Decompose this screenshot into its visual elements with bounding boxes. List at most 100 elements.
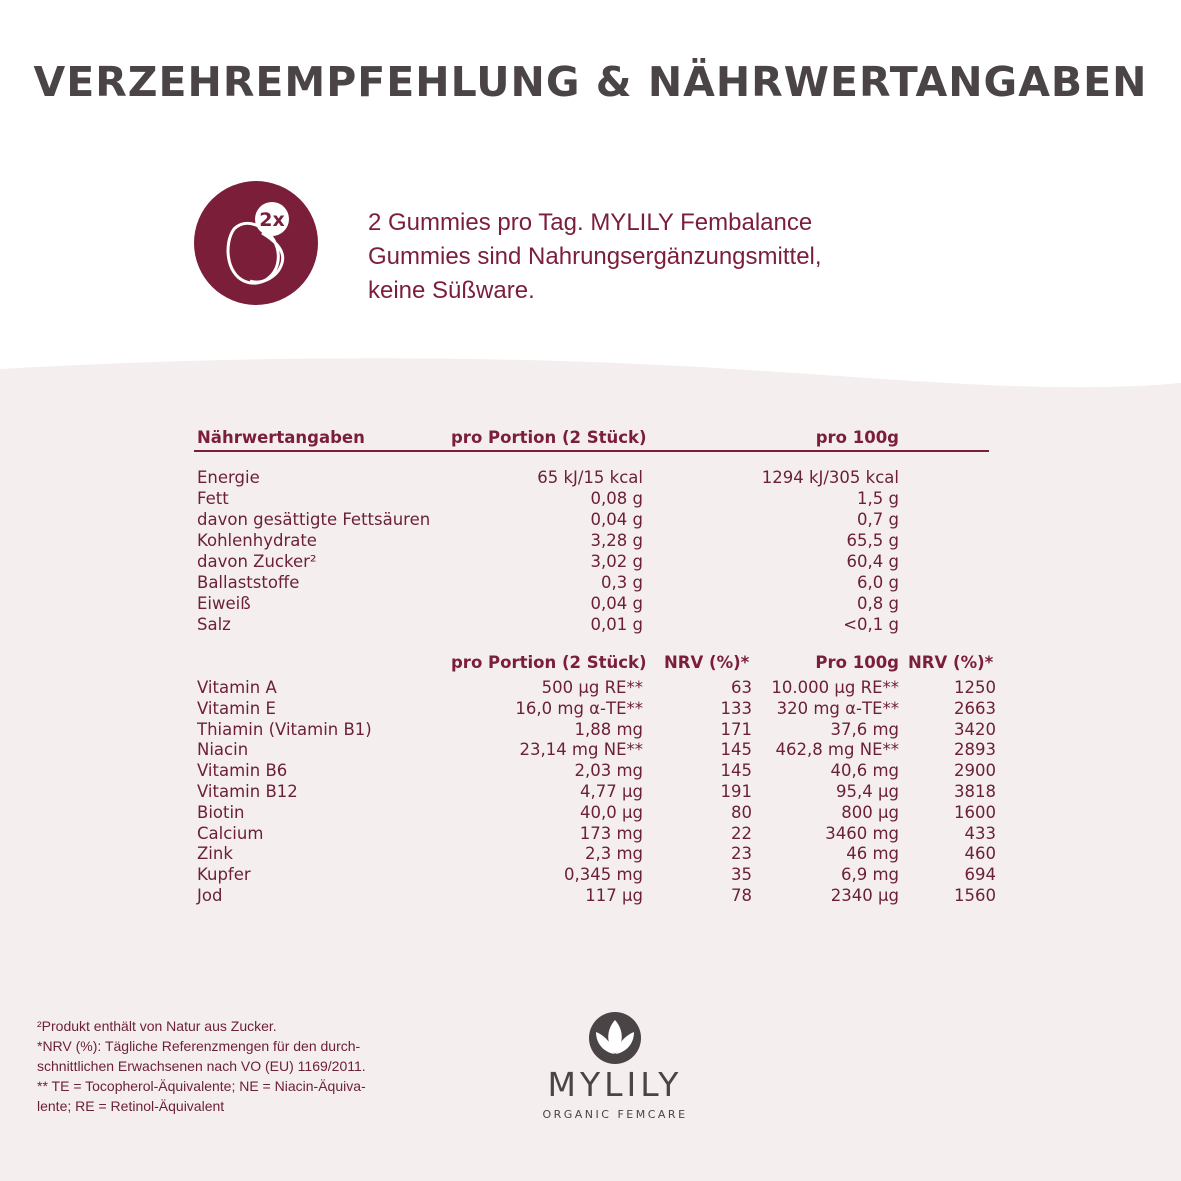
per100-value: 3460 mg [825,823,899,843]
nrv-value: 2900 [954,761,996,781]
nutrient-name: Ballaststoffe [197,573,300,592]
nrv-value: 78 [731,886,752,905]
vitamin-name: Vitamin B6 [197,761,288,781]
per100-value: 462,8 mg NE** [775,740,899,760]
nrv-value: 80 [731,802,752,822]
vitamin-name: Biotin [197,802,245,822]
portion-value: 16,0 mg α-TE** [515,698,643,718]
portion-value: 1,88 mg [574,719,643,739]
header-per100: pro 100g [815,428,899,447]
header-divider [194,450,989,452]
nrv-value: 2663 [954,698,996,718]
nrv-value: 63 [731,678,752,697]
badge-label: 2x [259,209,284,231]
portion-value: 65 kJ/15 kcal [537,468,643,487]
nutrient-name: Kohlenhydrate [197,531,317,550]
footnote: ²Produkt enthält von Natur aus Zucker. [37,1018,277,1034]
footnote: *NRV (%): Tägliche Referenzmengen für de… [37,1038,361,1054]
portion-value: 0,08 g [590,489,643,508]
nutrition-table: Nährwertangaben pro Portion (2 Stück) pr… [197,427,997,907]
nutrient-name: Eiweiß [197,594,251,613]
portion-value: 0,3 g [601,573,643,592]
nrv-value: 2893 [954,740,996,760]
portion-value: 500 µg RE** [541,678,643,697]
nrv-value: 145 [720,740,753,760]
portion-value: 173 mg [579,823,643,843]
footnotes: ²Produkt enthält von Natur aus Zucker. *… [37,1016,457,1116]
logo-tagline: ORGANIC FEMCARE [542,1108,688,1121]
header-portion: pro Portion (2 Stück) [451,653,647,672]
footnote: schnittlichen Erwachsenen nach VO (EU) 1… [37,1058,366,1074]
nrv-value: 433 [964,823,997,843]
nrv-value: 23 [731,844,752,864]
header-name: Nährwertangaben [197,428,365,447]
portion-value: 4,77 µg [580,782,643,801]
header-nrv: NRV (%)* [664,653,750,672]
nrv-value: 694 [964,865,997,885]
vitamin-name: Vitamin E [197,698,276,718]
gummy-icon: 2x [226,202,289,285]
nutrient-name: davon Zucker² [197,552,317,571]
per100-value: <0,1 g [843,615,899,634]
portion-value: 0,345 mg [563,865,643,885]
vitamin-name: Calcium [197,823,264,843]
nrv-value: 1560 [954,886,996,905]
dosage-recommendation: 2 Gummies pro Tag. MYLILY Fembalance Gum… [368,206,988,308]
per100-value: 6,0 g [857,573,899,592]
portion-value: 40,0 µg [580,802,643,822]
vitamin-name: Zink [197,844,233,864]
vitamin-name: Kupfer [197,865,251,885]
logo-wordmark: MYLILY [547,1065,683,1104]
per100-value: 95,4 µg [836,782,899,801]
nrv-value: 35 [731,865,752,885]
portion-value: 2,3 mg [584,844,643,864]
portion-value: 3,28 g [590,531,643,550]
intro-line: keine Süßware. [368,277,535,304]
page-title: VERZEHREMPFEHLUNG & NÄHRWERTANGABEN [33,58,1148,106]
nutrient-name: davon gesättigte Fettsäuren [197,510,431,529]
brand-logo: MYLILY ORGANIC FEMCARE [530,1010,700,1130]
per100-value: 0,7 g [857,510,899,529]
nrv-value: 460 [964,844,997,864]
background-panel [0,358,1181,1181]
vitamin-name: Vitamin A [197,678,277,697]
nrv-value: 1600 [954,802,996,822]
portion-value: 117 µg [585,886,643,905]
vitamin-name: Niacin [197,740,249,760]
per100-value: 1294 kJ/305 kcal [761,468,899,487]
per100-value: 37,6 mg [830,719,899,739]
nrv-value: 191 [720,782,753,801]
nrv-value: 133 [720,698,753,718]
nrv-value: 22 [731,823,752,843]
portion-value: 2,03 mg [574,761,643,781]
per100-value: 6,9 mg [840,865,899,885]
per100-value: 40,6 mg [830,761,899,781]
portion-value: 0,04 g [590,594,643,613]
portion-value: 3,02 g [590,552,643,571]
lily-leaf-icon [589,1012,641,1064]
portion-value: 0,04 g [590,510,643,529]
nrv-value: 145 [720,761,753,781]
per100-value: 65,5 g [846,531,899,550]
vitamin-name: Thiamin (Vitamin B1) [197,719,372,739]
nutrient-name: Fett [197,489,229,508]
nutrient-name: Energie [197,468,260,487]
nutrient-name: Salz [197,615,231,634]
nrv-value: 1250 [954,678,996,697]
header-per100: Pro 100g [815,653,899,672]
footnote: lente; RE = Retinol-Äquivalent [37,1098,225,1114]
per100-value: 10.000 µg RE** [771,678,899,697]
per100-value: 0,8 g [857,594,899,613]
per100-value: 46 mg [846,844,899,864]
portion-value: 0,01 g [590,615,643,634]
intro-line: Gummies sind Nahrungsergänzungsmittel, [368,243,822,270]
vitamin-name: Jod [197,886,223,905]
nrv-value: 3420 [954,719,996,739]
portion-value: 23,14 mg NE** [519,740,643,760]
header-portion: pro Portion (2 Stück) [451,428,647,447]
per100-value: 320 mg α-TE** [776,698,899,718]
vitamin-name: Vitamin B12 [197,782,298,801]
footnote: ** TE = Tocopherol-Äquivalente; NE = Nia… [37,1078,366,1094]
intro-line: 2 Gummies pro Tag. MYLILY Fembalance [368,209,813,236]
gummies-badge: 2x [194,181,318,305]
